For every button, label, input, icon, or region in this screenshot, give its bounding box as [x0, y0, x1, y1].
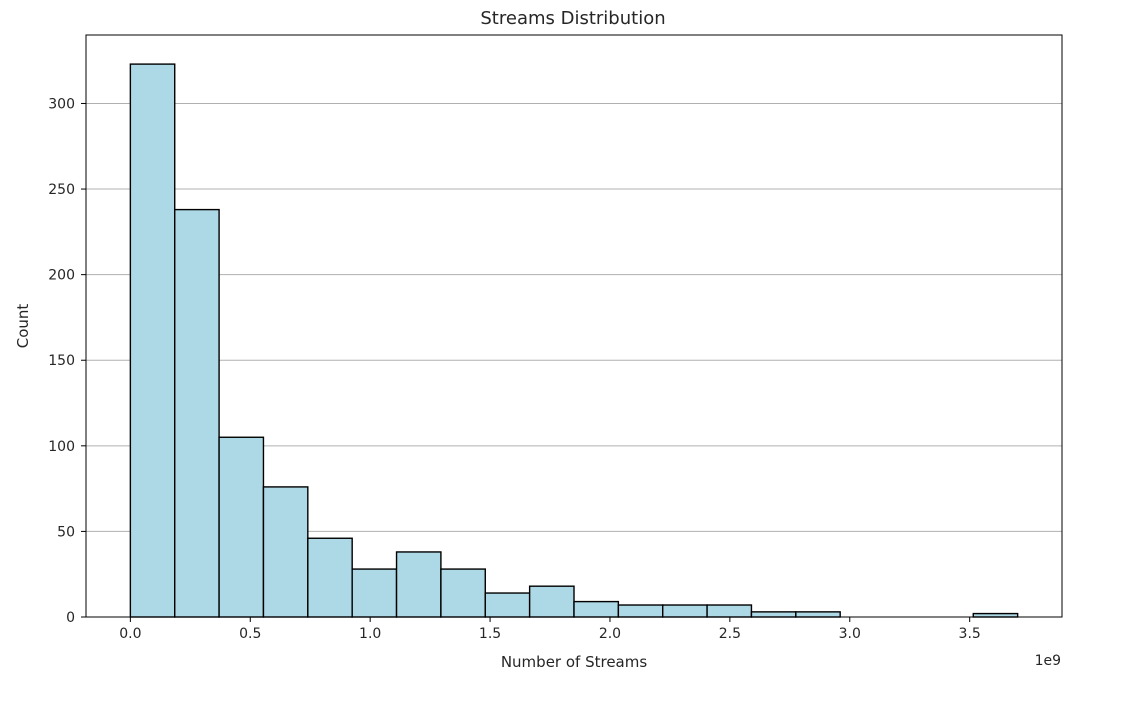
x-tick-label-6: 3.0: [839, 626, 861, 642]
histogram-bar-11: [617, 604, 664, 618]
histogram-bar-15: [795, 611, 841, 618]
histogram-bar-5: [351, 568, 398, 618]
x-tick-label-0: 0.0: [119, 626, 141, 642]
y-axis-label: Count: [14, 304, 32, 349]
histogram-bar-0: [129, 63, 176, 618]
histogram-bar-3: [262, 486, 309, 618]
x-tick-label-2: 1.0: [359, 626, 381, 642]
x-tick-label-5: 2.5: [719, 626, 741, 642]
y-tick-label-4: 200: [48, 268, 75, 284]
chart-title: Streams Distribution: [480, 8, 665, 29]
histogram-bar-4: [307, 537, 353, 618]
x-axis-ticks: 0.0 0.5 1.0 1.5 2.0 2.5 3.0 3.5: [119, 617, 981, 642]
x-tick-label-4: 2.0: [599, 626, 621, 642]
x-axis-label: Number of Streams: [501, 653, 648, 671]
y-tick-label-1: 50: [57, 524, 75, 540]
x-axis-offset-label: 1e9: [1035, 653, 1061, 669]
histogram-bars: [129, 63, 1019, 618]
y-tick-label-0: 0: [66, 610, 75, 626]
histogram-bar-1: [174, 208, 220, 618]
x-tick-label-1: 0.5: [239, 626, 261, 642]
histogram-bar-2: [218, 436, 265, 618]
y-tick-label-2: 100: [48, 439, 75, 455]
plot-frame: [85, 34, 1063, 618]
y-tick-label-5: 250: [48, 182, 75, 198]
x-tick-label-3: 1.5: [479, 626, 501, 642]
histogram-bar-13: [706, 604, 753, 618]
histogram-bar-9: [528, 585, 575, 618]
histogram-bar-19: [972, 612, 1019, 618]
histogram-bar-14: [750, 611, 797, 618]
y-tick-label-3: 150: [48, 353, 75, 369]
x-tick-label-7: 3.5: [959, 626, 981, 642]
histogram-bar-8: [484, 592, 531, 618]
y-tick-label-6: 300: [48, 96, 75, 112]
y-axis-ticks: 0 50 100 150 200 250 300: [48, 96, 86, 626]
histogram-bar-10: [573, 600, 620, 618]
histogram-bar-7: [440, 568, 486, 618]
histogram-bar-6: [395, 551, 442, 618]
histogram-bar-12: [662, 604, 708, 618]
